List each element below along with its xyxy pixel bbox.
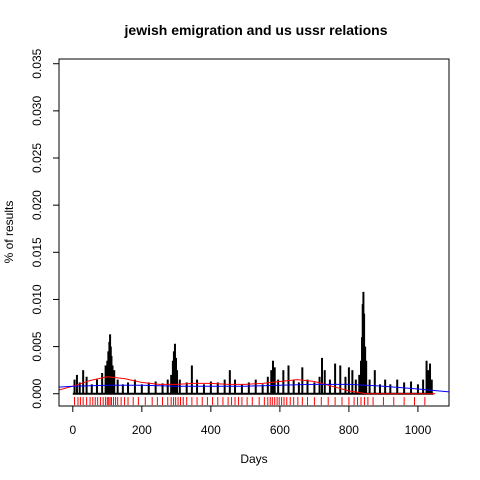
chart-title: jewish emigration and us ussr relations bbox=[124, 22, 388, 38]
x-tick-label: 800 bbox=[339, 423, 359, 437]
y-tick-label: 0.000 bbox=[30, 378, 44, 408]
y-tick-label: 0.020 bbox=[30, 190, 44, 220]
x-axis: 0 200 400 600 800 1000 bbox=[69, 406, 431, 437]
plot-frame bbox=[59, 59, 449, 406]
y-tick-label: 0.015 bbox=[30, 237, 44, 267]
x-tick-label: 200 bbox=[132, 423, 152, 437]
x-tick-label: 600 bbox=[270, 423, 290, 437]
x-tick-label: 400 bbox=[201, 423, 221, 437]
y-axis: 0.000 0.005 0.010 0.015 0.020 0.025 0.030 0.035 bbox=[30, 48, 59, 408]
y-tick-label: 0.005 bbox=[30, 331, 44, 361]
x-tick-label: 1000 bbox=[405, 423, 432, 437]
plot-marks bbox=[59, 292, 449, 405]
y-tick-label: 0.030 bbox=[30, 96, 44, 126]
y-tick-label: 0.025 bbox=[30, 143, 44, 173]
x-tick-label: 0 bbox=[69, 423, 76, 437]
y-tick-label: 0.010 bbox=[30, 284, 44, 314]
y-tick-label: 0.035 bbox=[30, 48, 44, 78]
y-axis-label: % of results bbox=[2, 201, 16, 264]
x-axis-label: Days bbox=[240, 452, 267, 466]
